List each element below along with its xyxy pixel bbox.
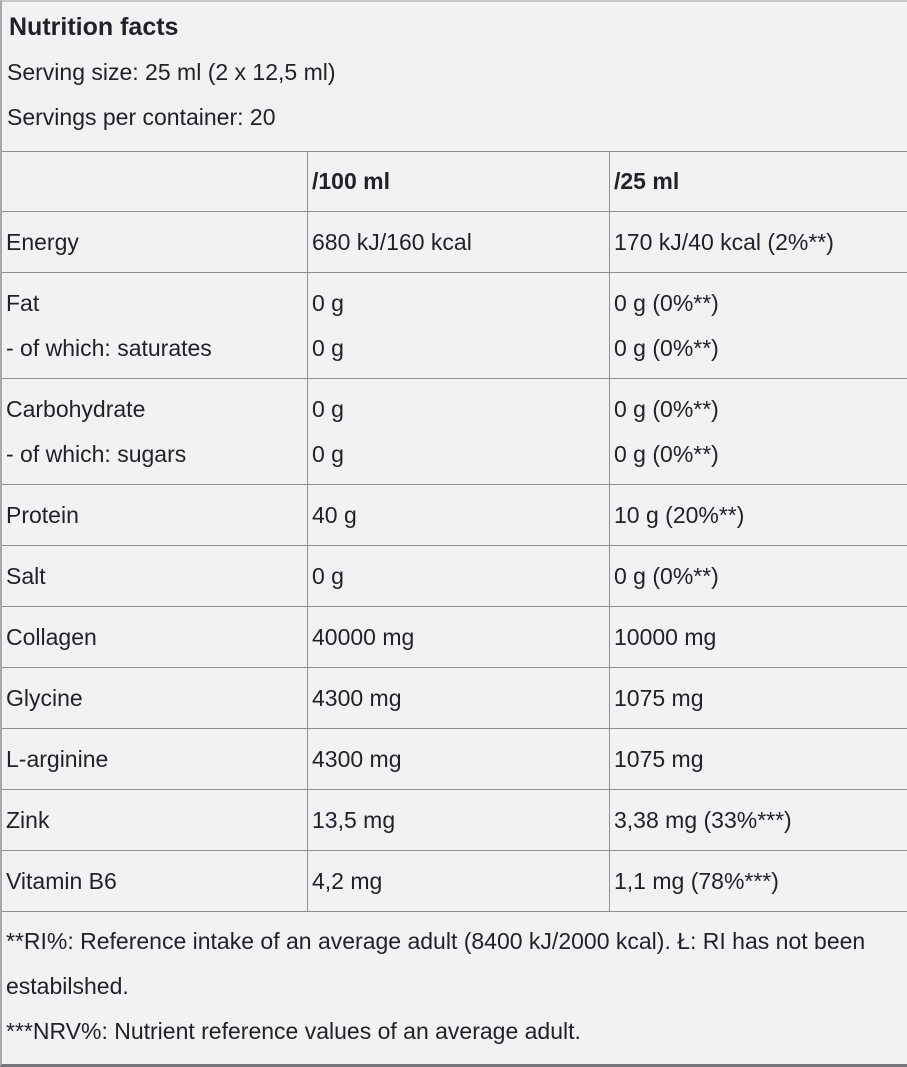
row-value-per-25ml: 0 g (0%**) 0 g (0%**) [609, 273, 907, 378]
nutrition-table: /100 ml /25 ml Energy 680 kJ/160 kcal 170 … [2, 151, 907, 912]
cell-line: 4300 mg [312, 684, 402, 711]
row-value-per-25ml: 3,38 mg (33%***) [609, 790, 907, 850]
row-label: Collagen [2, 607, 307, 667]
cell-line: 4,2 mg [312, 867, 383, 894]
cell-line: 0 g (0%**) [614, 562, 719, 589]
row-value-per-25ml: 0 g (0%**) [609, 546, 907, 606]
cell-line: Glycine [6, 684, 83, 711]
cell-line: Salt [6, 562, 46, 589]
row-value-per-100ml: 40000 mg [307, 607, 609, 667]
cell-line: Collagen [6, 623, 97, 650]
cell-line: L-arginine [6, 745, 109, 772]
cell-line: 680 kJ/160 kcal [312, 228, 472, 255]
row-value-per-25ml: 1,1 mg (78%***) [609, 851, 907, 911]
row-value-per-100ml: 40 g [307, 485, 609, 545]
cell-line: Vitamin B6 [6, 867, 117, 894]
row-value-per-100ml: 13,5 mg [307, 790, 609, 850]
cell-line: 40000 mg [312, 623, 415, 650]
row-value-per-25ml: 10 g (20%**) [609, 485, 907, 545]
column-header-nutrient [2, 152, 307, 211]
footnote-nrv: ***NRV%: Nutrient reference values of an… [6, 1018, 581, 1044]
table-row: Glycine 4300 mg 1075 mg [2, 668, 907, 729]
row-label: L-arginine [2, 729, 307, 789]
table-row: Energy 680 kJ/160 kcal 170 kJ/40 kcal (2%*… [2, 212, 907, 273]
cell-line: 0 g [312, 395, 344, 422]
row-value-per-25ml: 0 g (0%**) 0 g (0%**) [609, 379, 907, 484]
cell-line: 4300 mg [312, 745, 402, 772]
row-label: Energy [2, 212, 307, 272]
cell-line: 0 g [312, 334, 344, 361]
table-row: Fat - of which: saturates 0 g 0 g 0 g (0%**)… [2, 273, 907, 379]
row-label: Salt [2, 546, 307, 606]
cell-line: 40 g [312, 501, 357, 528]
row-value-per-100ml: 4,2 mg [307, 851, 609, 911]
cell-line: 13,5 mg [312, 806, 396, 833]
table-row: L-arginine 4300 mg 1075 mg [2, 729, 907, 790]
row-value-per-100ml: 4300 mg [307, 668, 609, 728]
cell-line: - of which: sugars [6, 440, 187, 467]
serving-size-text: Serving size: 25 ml (2 x 12,5 ml) [7, 59, 336, 85]
table-header-row: /100 ml /25 ml [2, 152, 907, 212]
cell-line: 3,38 mg (33%***) [614, 806, 792, 833]
cell-line: 0 g (0%**) [614, 440, 719, 467]
row-label: Fat - of which: saturates [2, 273, 307, 378]
table-row: Protein 40 g 10 g (20%**) [2, 485, 907, 546]
cell-line: 0 g (0%**) [614, 334, 719, 361]
cell-line: 0 g (0%**) [614, 395, 719, 422]
column-header-per-100ml: /100 ml [307, 152, 609, 211]
column-header-per-25ml: /25 ml [609, 152, 907, 211]
cell-line: 1,1 mg (78%***) [614, 867, 779, 894]
cell-line: Carbohydrate [6, 395, 146, 422]
row-value-per-100ml: 0 g 0 g [307, 379, 609, 484]
cell-line: Fat [6, 289, 40, 316]
cell-line: 0 g [312, 440, 344, 467]
row-value-per-25ml: 170 kJ/40 kcal (2%**) [609, 212, 907, 272]
cell-line: 0 g [312, 562, 344, 589]
row-label: Protein [2, 485, 307, 545]
cell-line: 0 g (0%**) [614, 289, 719, 316]
cell-line: 1075 mg [614, 745, 704, 772]
table-row: Vitamin B6 4,2 mg 1,1 mg (78%***) [2, 851, 907, 912]
row-label: Carbohydrate - of which: sugars [2, 379, 307, 484]
footnote-ri: **RI%: Reference intake of an average ad… [6, 928, 866, 999]
row-value-per-100ml: 4300 mg [307, 729, 609, 789]
panel-title: Nutrition facts [9, 13, 179, 41]
row-label: Glycine [2, 668, 307, 728]
cell-line: 0 g [312, 289, 344, 316]
cell-line: 1075 mg [614, 684, 704, 711]
row-label: Vitamin B6 [2, 851, 307, 911]
row-value-per-100ml: 680 kJ/160 kcal [307, 212, 609, 272]
footnotes: **RI%: Reference intake of an average ad… [2, 912, 907, 1064]
table-row: Salt 0 g 0 g (0%**) [2, 546, 907, 607]
table-row: Zink 13,5 mg 3,38 mg (33%***) [2, 790, 907, 851]
cell-line: Energy [6, 228, 79, 255]
table-row: Collagen 40000 mg 10000 mg [2, 607, 907, 668]
cell-line: 10 g (20%**) [614, 501, 745, 528]
servings-per-container-text: Servings per container: 20 [7, 104, 276, 130]
nutrition-table-body: Energy 680 kJ/160 kcal 170 kJ/40 kcal (2%*… [2, 212, 907, 912]
row-value-per-100ml: 0 g 0 g [307, 273, 609, 378]
row-label: Zink [2, 790, 307, 850]
cell-line: - of which: saturates [6, 334, 212, 361]
cell-line: 170 kJ/40 kcal (2%**) [614, 228, 834, 255]
row-value-per-100ml: 0 g [307, 546, 609, 606]
nutrition-header: Nutrition facts Serving size: 25 ml (2 x… [2, 2, 907, 151]
cell-line: Protein [6, 501, 79, 528]
row-value-per-25ml: 1075 mg [609, 729, 907, 789]
row-value-per-25ml: 1075 mg [609, 668, 907, 728]
cell-line: 10000 mg [614, 623, 717, 650]
cell-line: Zink [6, 806, 50, 833]
row-value-per-25ml: 10000 mg [609, 607, 907, 667]
